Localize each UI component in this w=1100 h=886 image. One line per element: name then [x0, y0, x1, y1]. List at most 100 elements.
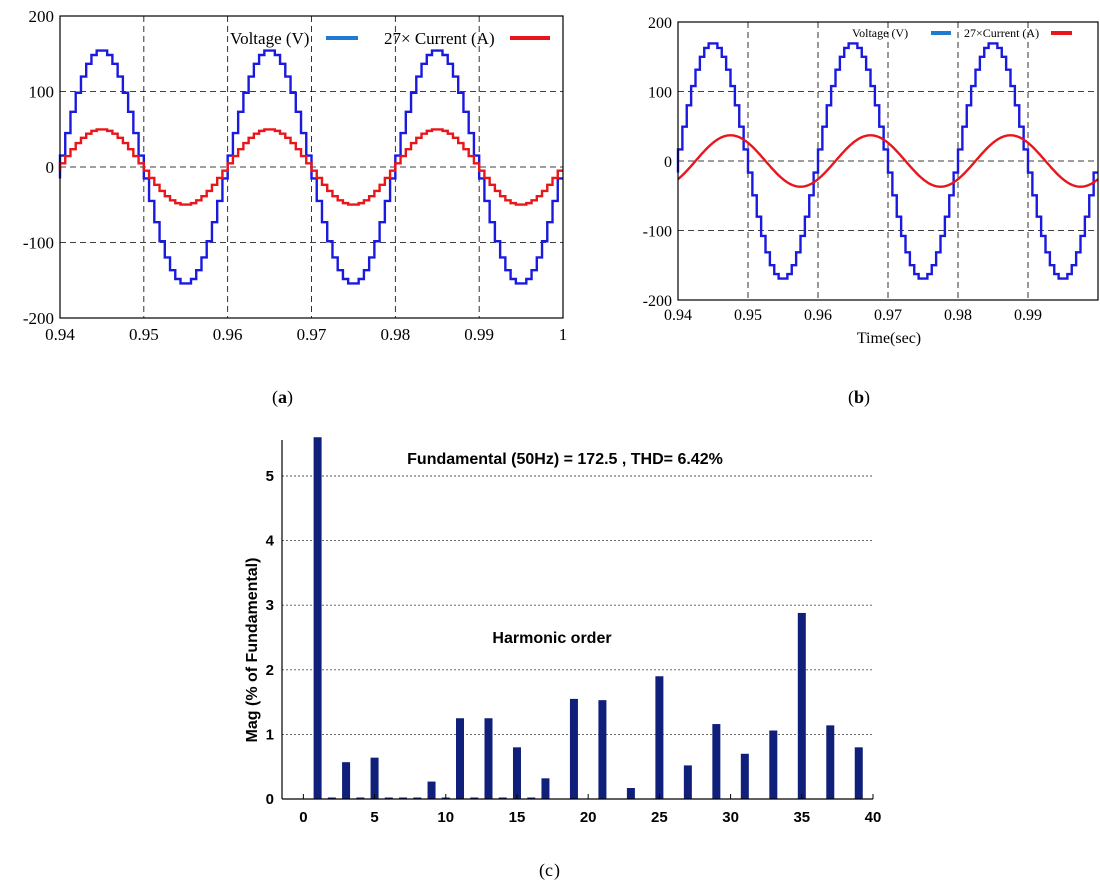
chart-c-bar — [626, 788, 635, 799]
chart-c-caption-open: ( — [539, 860, 545, 881]
chart-a-x-tick-label: 0.95 — [129, 325, 159, 344]
chart-c-x-tick-label: 0 — [299, 809, 307, 826]
chart-a-x-ticks: 0.94 0.95 0.96 0.97 0.98 0.99 1 — [45, 325, 567, 344]
chart-b-x-tick-label: 0.97 — [874, 307, 902, 324]
chart-a-legend-label-voltage: Voltage (V) — [230, 29, 309, 48]
chart-c-y-tick-label: 3 — [266, 597, 274, 614]
chart-b-series-line-1 — [677, 134, 1099, 188]
chart-c-bar — [427, 781, 436, 799]
chart-c-bar — [413, 797, 422, 799]
chart-a-y-ticks: 200 100 0 -100 -200 — [23, 7, 54, 328]
chart-c-bar — [512, 747, 521, 799]
chart-a-caption-letter: a — [278, 387, 287, 407]
chart-a-x-tick-label: 0.94 — [45, 325, 75, 344]
chart-a-x-tick-label: 0.96 — [213, 325, 243, 344]
chart-b-frame — [677, 21, 1099, 301]
chart-c-x-tick-label: 10 — [437, 809, 454, 826]
chart-c-y-tick-label: 1 — [266, 726, 274, 743]
chart-c-x-tick-label: 20 — [580, 809, 597, 826]
chart-c-bar — [370, 757, 379, 799]
chart-b-legend: Voltage (V) 27×Current (A) — [852, 26, 1072, 40]
chart-b-x-tick-label: 0.94 — [664, 307, 692, 324]
chart-c-bar — [712, 724, 721, 799]
chart-a-x-tick-label: 1 — [559, 325, 568, 344]
chart-c-bar — [826, 725, 835, 799]
chart-c-bar — [541, 778, 550, 799]
chart-b-y-ticks: 200 100 0 -100 -200 — [643, 15, 672, 310]
chart-c-x-tick-label: 30 — [722, 809, 739, 826]
chart-a-x-tick-label: 0.99 — [464, 325, 494, 344]
chart-b-x-tick-label: 0.95 — [734, 307, 762, 324]
chart-b-x-tick-label: 0.99 — [1014, 307, 1042, 324]
chart-b-y-tick-label: 100 — [648, 85, 672, 102]
chart-c-bars — [313, 437, 863, 799]
chart-b-series-line-0 — [676, 42, 1098, 280]
chart-c-bar — [470, 797, 479, 799]
chart-a-legend: Voltage (V) 27× Current (A) — [230, 29, 550, 48]
chart-a-series — [58, 49, 563, 285]
chart-a-legend-label-current: 27× Current (A) — [384, 29, 495, 48]
chart-c-y-tick-label: 4 — [266, 533, 275, 550]
chart-a-caption-open: ( — [272, 387, 278, 408]
chart-c-bar — [484, 718, 493, 799]
chart-c-bar — [327, 797, 336, 799]
chart-a: 200 100 0 -100 -200 0.94 0.95 0.96 0.97 0.98 0.99… — [23, 7, 567, 408]
chart-c-bar — [769, 730, 778, 799]
chart-c-bar — [854, 747, 863, 799]
chart-a-y-tick-label: 200 — [29, 7, 55, 26]
chart-c-bar — [356, 797, 365, 799]
chart-a-y-tick-label: -100 — [23, 234, 54, 253]
chart-c-bar — [569, 698, 578, 799]
chart-c-y-tick-label: 2 — [266, 662, 274, 679]
chart-c-y-ticks: 0 1 2 3 4 5 — [266, 468, 275, 808]
chart-c-bar — [598, 700, 607, 799]
chart-b-legend-label-voltage: Voltage (V) — [852, 26, 908, 40]
chart-b-x-ticks: 0.94 0.95 0.96 0.97 0.98 0.99 — [664, 307, 1042, 324]
chart-b-x-tick-label: 0.96 — [804, 307, 832, 324]
chart-c-y-axis-label: Mag (% of Fundamental) — [244, 558, 261, 743]
chart-c-x-ticks: 0 5 10 15 20 25 30 35 40 — [299, 794, 881, 826]
chart-a-series-line-1 — [58, 128, 563, 206]
chart-a-frame — [59, 15, 564, 319]
chart-a-x-tick-label: 0.98 — [380, 325, 410, 344]
chart-b-series — [676, 42, 1099, 280]
chart-c-bar — [342, 762, 351, 799]
chart-c-caption-close: ) — [554, 860, 560, 881]
chart-c-bar — [399, 797, 408, 799]
chart-c-bar — [456, 718, 465, 799]
chart-a-x-tick-label: 0.97 — [297, 325, 327, 344]
chart-b: 200 100 0 -100 -200 0.94 0.95 0.96 0.97 0.98 0.99… — [643, 15, 1099, 408]
chart-b-y-tick-label: 200 — [648, 15, 672, 32]
chart-c-x-tick-label: 15 — [509, 809, 526, 826]
chart-c-bar — [797, 612, 806, 799]
chart-b-y-tick-label: 0 — [664, 154, 672, 171]
chart-c-title: Fundamental (50Hz) = 172.5 , THD= 6.42% — [407, 451, 723, 468]
chart-c-grid — [282, 475, 873, 735]
chart-c-bar — [498, 797, 507, 799]
chart-a-y-tick-label: -200 — [23, 309, 54, 328]
chart-c-y-tick-label: 5 — [266, 468, 274, 485]
chart-a-caption-close: ) — [287, 387, 293, 408]
chart-a-y-tick-label: 0 — [46, 158, 55, 177]
chart-c-x-tick-label: 40 — [865, 809, 882, 826]
chart-c-x-tick-label: 5 — [370, 809, 378, 826]
chart-b-y-tick-label: -200 — [643, 293, 672, 310]
chart-c-bar — [384, 797, 393, 799]
chart-c-x-tick-label: 35 — [793, 809, 810, 826]
chart-c-bar — [313, 437, 322, 799]
chart-c: 0 1 2 3 4 5 0 5 10 15 20 25 30 35 40 Fundamental (50H… — [244, 437, 881, 881]
chart-c-x-axis-label: Harmonic order — [492, 630, 611, 647]
chart-b-caption-close: ) — [864, 387, 870, 408]
chart-b-x-tick-label: 0.98 — [944, 307, 972, 324]
chart-b-x-axis-label: Time(sec) — [857, 330, 921, 347]
chart-c-bar — [683, 765, 692, 799]
chart-c-bar — [527, 797, 536, 799]
chart-b-y-tick-label: -100 — [643, 224, 672, 241]
chart-c-y-tick-label: 0 — [266, 791, 274, 808]
chart-c-bar — [740, 753, 749, 799]
chart-a-series-line-0 — [58, 49, 563, 285]
chart-b-legend-label-current: 27×Current (A) — [964, 26, 1039, 40]
chart-b-caption-letter: b — [854, 387, 864, 407]
chart-a-y-tick-label: 100 — [29, 83, 55, 102]
